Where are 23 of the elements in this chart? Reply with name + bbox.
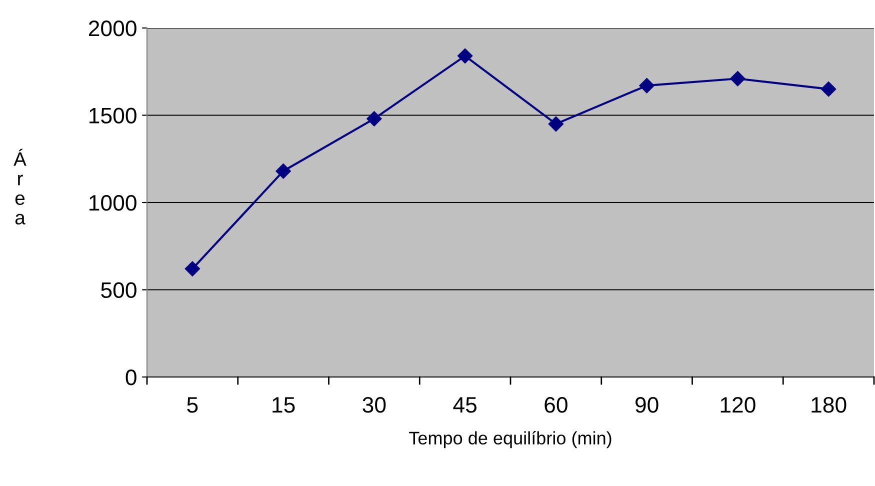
y-tick-label: 500 <box>101 282 136 298</box>
x-axis-title: Tempo de equilíbrio (min) <box>409 431 612 448</box>
x-tick-label: 45 <box>453 397 476 413</box>
point <box>820 82 836 97</box>
point <box>366 111 382 126</box>
point <box>457 48 473 64</box>
point <box>184 261 200 276</box>
x-tick-label: 180 <box>812 397 846 413</box>
x-tick-label: 60 <box>544 397 568 413</box>
y-tick-label: 2000 <box>88 20 136 36</box>
point <box>548 116 564 132</box>
y-tick-label: 1000 <box>90 195 136 211</box>
point <box>730 71 746 86</box>
x-tick-label: 30 <box>362 397 386 413</box>
x-tick-label: 15 <box>272 397 295 413</box>
x-tick-label: 90 <box>635 397 658 413</box>
point <box>639 78 654 94</box>
y-tick-label: 0 <box>126 370 136 386</box>
x-tick-label: 5 <box>187 397 198 413</box>
point <box>276 164 291 179</box>
x-tick-label: 120 <box>720 397 756 413</box>
y-tick-label: 1500 <box>90 108 136 124</box>
y-axis-title: Área <box>14 148 26 225</box>
